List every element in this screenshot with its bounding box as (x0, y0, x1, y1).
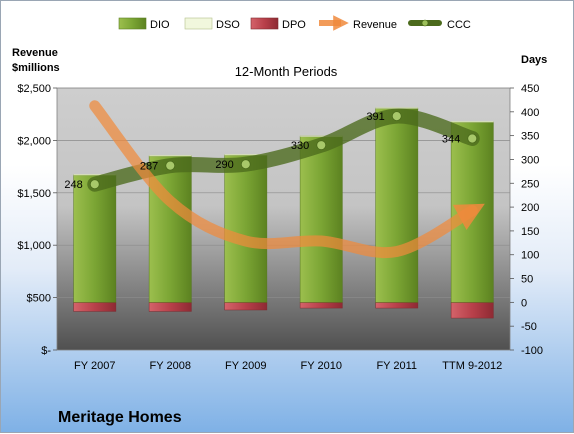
legend-label-ccc: CCC (447, 19, 471, 31)
right-tick-label: 50 (521, 274, 533, 286)
right-tick-label: 300 (521, 154, 539, 166)
bars (73, 107, 494, 319)
left-tick-label: $2,000 (17, 135, 51, 147)
left-tick-label: $2,500 (17, 83, 51, 95)
ccc-point (316, 140, 327, 151)
revenue-line (89, 100, 485, 259)
legend-item-ccc: CCC (408, 19, 471, 31)
right-tick-label: 200 (521, 202, 539, 214)
category-label: FY 2007 (74, 360, 115, 372)
legend-label-dio: DIO (150, 19, 170, 31)
ccc-point (467, 133, 478, 144)
dpo-bar (450, 302, 494, 319)
ccc-point (240, 159, 251, 170)
ccc-data-label: 248 (64, 179, 82, 191)
category-label: TTM 9-2012 (442, 360, 502, 372)
ccc-point (165, 160, 176, 171)
ccc-data-label: 290 (215, 159, 233, 171)
ccc-data-label: 391 (366, 111, 384, 123)
legend-item-revenue: Revenue (319, 15, 397, 31)
category-label: FY 2009 (225, 360, 266, 372)
dso-bar (375, 107, 419, 109)
dpo-bar (299, 302, 343, 309)
left-axis-ticks: $- $500 $1,000 $1,500 $2,000 $2,500 (17, 83, 57, 357)
category-label: FY 2008 (150, 360, 191, 372)
left-tick-label: $500 (27, 293, 51, 305)
ccc-data-label: 344 (442, 133, 460, 145)
left-tick-label: $1,000 (17, 240, 51, 252)
dso-bar (148, 154, 192, 157)
dio-bar (375, 108, 419, 303)
left-axis-title-line1: Revenue (12, 47, 58, 59)
dpo-bar (148, 302, 192, 312)
legend-label-dso: DSO (216, 19, 240, 31)
left-tick-label: $1,500 (17, 188, 51, 200)
category-label: FY 2010 (301, 360, 342, 372)
legend-label-revenue: Revenue (353, 19, 397, 31)
legend: DIO DSO DPO Revenue CCC (118, 15, 471, 31)
dio-bar (299, 136, 343, 303)
legend-item-dso: DSO (184, 17, 240, 31)
dio-bar (224, 154, 268, 303)
right-axis-title: Days (521, 54, 547, 66)
ccc-line (87, 108, 480, 192)
right-tick-label: 0 (521, 297, 527, 309)
left-tick-label: $- (41, 345, 51, 357)
dpo-bar (224, 302, 268, 311)
company-name: Meritage Homes (58, 409, 182, 426)
legend-item-dio: DIO (118, 17, 170, 31)
right-tick-label: 350 (521, 131, 539, 143)
dso-bar (450, 121, 494, 123)
ccc-data-label: 287 (140, 161, 158, 173)
ccc-data-label: 330 (291, 140, 309, 152)
right-tick-label: 100 (521, 250, 539, 262)
dpo-bar (73, 302, 117, 312)
right-tick-label: -50 (521, 321, 537, 333)
legend-label-dpo: DPO (282, 19, 306, 31)
right-tick-label: 400 (521, 107, 539, 119)
left-axis-title-line2: $millions (12, 62, 60, 74)
right-tick-label: 150 (521, 226, 539, 238)
legend-item-dpo: DPO (250, 17, 306, 31)
ccc-point (391, 111, 402, 122)
dio-bar (73, 174, 117, 303)
category-axis-labels: FY 2007 FY 2008 FY 2009 FY 2010 FY 2011 TTM 9… (74, 360, 502, 372)
data-labels: 248 287 290 330 391 344 (64, 111, 460, 191)
lines (87, 100, 485, 259)
right-tick-label: 250 (521, 178, 539, 190)
ccc-point (89, 179, 100, 190)
right-tick-label: -100 (521, 345, 543, 357)
right-axis-ticks: -100 -50 0 50 100 150 200 250 300 350 400 450 (510, 83, 543, 357)
dpo-bar (375, 302, 419, 309)
right-tick-label: 450 (521, 83, 539, 95)
chart-title: 12-Month Periods (235, 64, 338, 79)
category-label: FY 2011 (376, 360, 417, 372)
